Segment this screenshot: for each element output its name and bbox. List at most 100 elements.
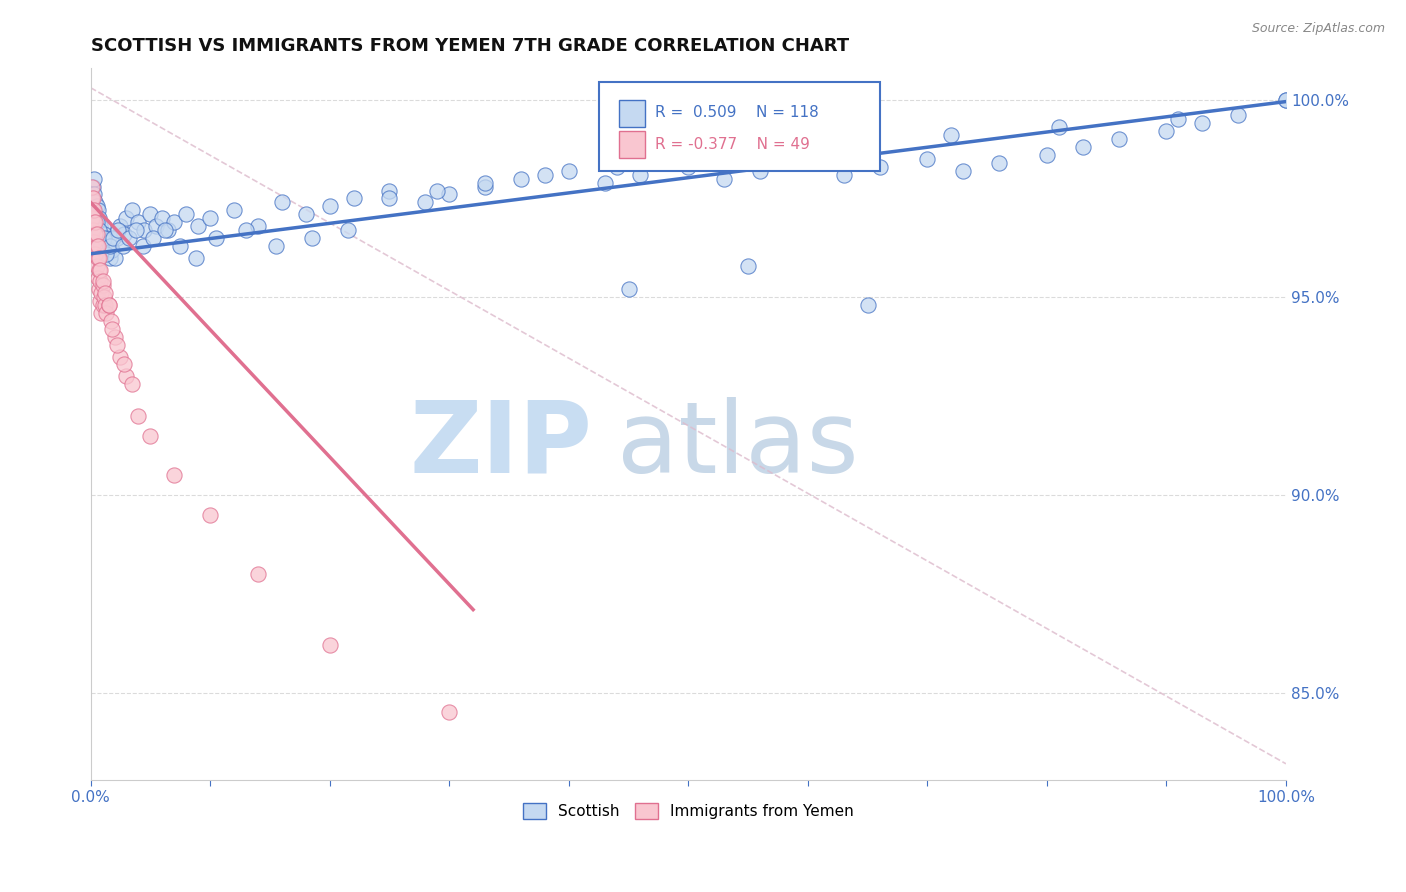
Point: [87, 282, 110, 296]
Point: [749, 163, 772, 178]
Point: [91, 275, 114, 289]
Point: [87, 251, 110, 265]
Point: [761, 144, 783, 158]
Point: [96, 306, 118, 320]
Point: [84, 195, 107, 210]
Point: [89, 219, 111, 233]
Point: [318, 638, 340, 652]
FancyBboxPatch shape: [619, 131, 645, 159]
Point: [1167, 112, 1189, 127]
Point: [89, 275, 111, 289]
Point: [1156, 124, 1178, 138]
Point: [534, 168, 557, 182]
Point: [917, 152, 939, 166]
Point: [111, 239, 134, 253]
Point: [941, 128, 963, 143]
Point: [93, 227, 115, 241]
Point: [97, 298, 120, 312]
Point: [80, 191, 103, 205]
Point: [617, 282, 640, 296]
Point: [91, 298, 114, 312]
Point: [89, 294, 111, 309]
Text: R =  0.509    N = 118: R = 0.509 N = 118: [655, 105, 818, 120]
Point: [336, 223, 359, 237]
Point: [1227, 108, 1250, 122]
Point: [105, 337, 128, 351]
Point: [87, 223, 110, 237]
Point: [94, 298, 117, 312]
Point: [318, 199, 340, 213]
Point: [90, 227, 112, 241]
Point: [222, 203, 245, 218]
Point: [87, 203, 110, 218]
Point: [98, 251, 121, 265]
Point: [205, 231, 228, 245]
Point: [1036, 148, 1059, 162]
Point: [132, 239, 155, 253]
Point: [869, 160, 891, 174]
Point: [90, 306, 112, 320]
Point: [82, 191, 104, 205]
Point: [80, 211, 103, 226]
Point: [89, 262, 111, 277]
Point: [153, 223, 176, 237]
Point: [89, 235, 111, 249]
Point: [82, 203, 104, 218]
Point: [121, 377, 143, 392]
Point: [86, 259, 108, 273]
Point: [112, 358, 135, 372]
Point: [630, 168, 652, 182]
Point: [84, 207, 107, 221]
Point: [112, 227, 135, 241]
Point: [988, 156, 1011, 170]
Point: [713, 171, 735, 186]
Point: [107, 223, 129, 237]
Point: [110, 350, 132, 364]
Point: [83, 235, 105, 249]
Point: [952, 163, 974, 178]
Point: [84, 227, 107, 241]
Point: [150, 211, 173, 226]
Point: [103, 231, 125, 245]
Point: [439, 187, 461, 202]
Point: [96, 243, 118, 257]
Point: [187, 219, 209, 233]
Legend: Scottish, Immigrants from Yemen: Scottish, Immigrants from Yemen: [517, 797, 860, 825]
Point: [82, 223, 104, 237]
Text: ZIP: ZIP: [409, 397, 593, 493]
Point: [83, 203, 105, 218]
Point: [832, 168, 855, 182]
Point: [121, 203, 143, 218]
Point: [163, 468, 186, 483]
Point: [198, 211, 221, 226]
Text: SCOTTISH VS IMMIGRANTS FROM YEMEN 7TH GRADE CORRELATION CHART: SCOTTISH VS IMMIGRANTS FROM YEMEN 7TH GR…: [90, 37, 849, 55]
Point: [1191, 116, 1213, 130]
Point: [127, 215, 149, 229]
Point: [82, 203, 104, 218]
Point: [1071, 140, 1094, 154]
FancyBboxPatch shape: [599, 82, 880, 171]
Point: [235, 223, 257, 237]
Point: [125, 223, 148, 237]
Point: [845, 136, 868, 150]
Point: [91, 235, 114, 249]
Point: [1275, 93, 1298, 107]
Point: [474, 179, 496, 194]
Point: [90, 286, 112, 301]
Point: [101, 243, 124, 257]
Point: [93, 290, 115, 304]
Point: [100, 314, 122, 328]
Point: [94, 286, 117, 301]
Point: [169, 239, 191, 253]
Point: [115, 369, 138, 384]
Point: [80, 179, 103, 194]
Point: [439, 706, 461, 720]
Point: [83, 215, 105, 229]
Point: [84, 247, 107, 261]
Point: [342, 191, 364, 205]
Point: [87, 227, 110, 241]
Point: [87, 211, 110, 226]
Point: [737, 259, 759, 273]
Point: [294, 207, 316, 221]
Point: [163, 215, 186, 229]
